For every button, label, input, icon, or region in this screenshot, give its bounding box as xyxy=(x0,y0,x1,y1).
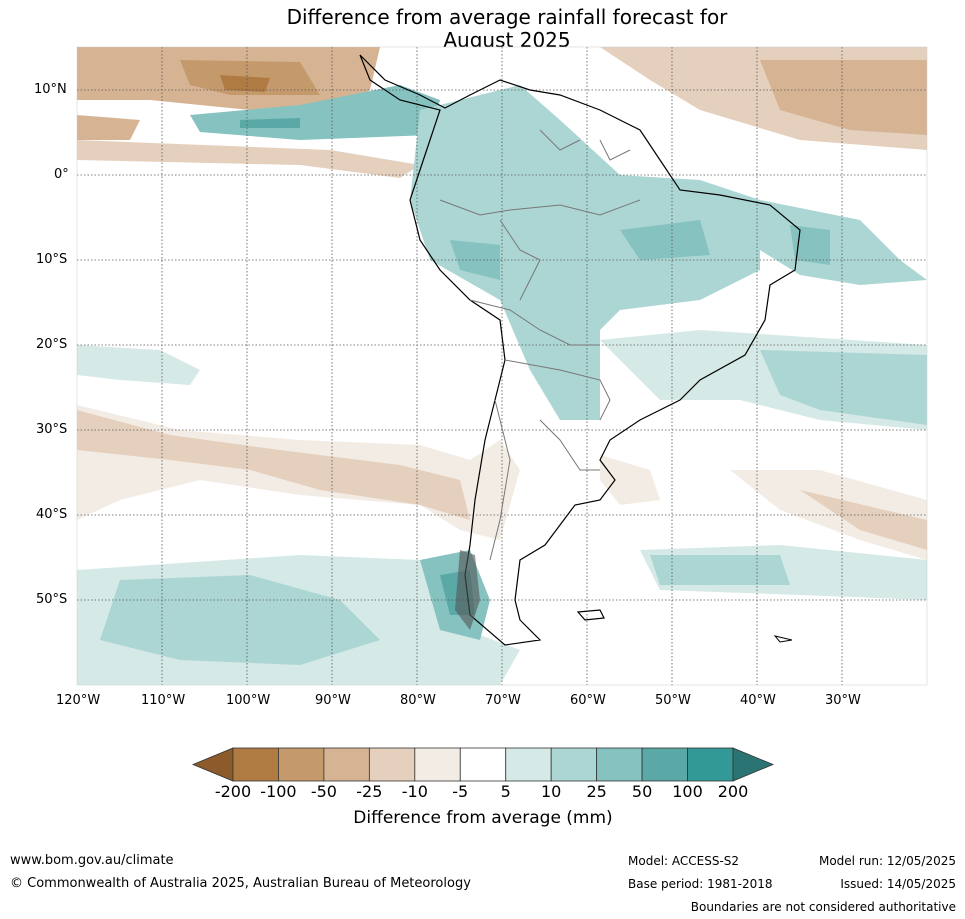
wet-southern-pacific-core xyxy=(100,575,380,665)
lat-label-50s: 50°S xyxy=(36,592,68,607)
dry-belt-atlantic xyxy=(730,470,927,560)
anomaly-shading xyxy=(77,47,927,685)
wet-south-atlantic-south-core xyxy=(650,555,790,585)
dry-region-east-pacific xyxy=(77,115,140,140)
lon-label-60w: 60°W xyxy=(570,693,606,708)
lon-label-120w: 120°W xyxy=(56,693,101,708)
lon-label-110w: 110°W xyxy=(141,693,186,708)
map-title-line1: Difference from average rainfall forecas… xyxy=(286,5,728,29)
colorbar-swatch xyxy=(459,747,507,782)
map-frame xyxy=(76,46,928,686)
wet-amazon-core xyxy=(450,240,500,280)
footer-copyright: © Commonwealth of Australia 2025, Austra… xyxy=(10,876,471,891)
lat-label-30s: 30°S xyxy=(36,422,68,437)
colorbar-tick-label: 10 xyxy=(540,782,562,801)
colorbar-tick-label: -25 xyxy=(356,782,383,801)
dry-belt-pacific-core xyxy=(77,410,470,520)
patagonia-fjords xyxy=(455,550,480,630)
dry-region-north-max xyxy=(220,75,270,92)
colorbar-label: Difference from average (mm) xyxy=(353,808,613,828)
colorbar-tick-label: 200 xyxy=(717,782,749,801)
colorbar-tick-label: 100 xyxy=(672,782,703,801)
wet-ne-brazil xyxy=(760,200,927,285)
falkland-islands xyxy=(576,609,605,621)
footer-model: Model: ACCESS-S2 xyxy=(628,854,740,868)
wet-pacific-sub xyxy=(77,345,200,385)
footer-issued: Issued: 14/05/2025 xyxy=(840,877,956,891)
lon-label-40w: 40°W xyxy=(740,693,776,708)
colorbar-swatch xyxy=(596,747,643,782)
colorbar-tick-label: -50 xyxy=(310,782,337,801)
graticule xyxy=(77,47,927,685)
lon-label-90w: 90°W xyxy=(315,693,351,708)
footer-model-run: Model run: 12/05/2025 xyxy=(818,854,956,868)
wet-south-atlantic-core xyxy=(760,350,927,425)
colorbar-swatch xyxy=(687,747,734,782)
lat-label-0: 0° xyxy=(54,167,69,182)
footer-disclaimer: Boundaries are not considered authoritat… xyxy=(690,900,956,914)
lon-label-30w: 30°W xyxy=(825,693,861,708)
lat-label-10s: 10°S xyxy=(36,252,68,267)
south-georgia xyxy=(773,635,793,643)
wet-ne-brazil-core xyxy=(790,225,830,265)
colorbar-tick-label: -10 xyxy=(401,782,428,801)
footer-base-period: Base period: 1981-2018 xyxy=(628,877,773,891)
lon-label-80w: 80°W xyxy=(400,693,436,708)
colorbar-swatch xyxy=(641,747,688,782)
colorbar-tick-label: 25 xyxy=(586,782,607,801)
colorbar-tick-label: -200 xyxy=(214,782,252,801)
lon-label-50w: 50°W xyxy=(655,693,691,708)
colorbar-swatch xyxy=(278,747,325,782)
lat-label-10n: 10°N xyxy=(34,82,67,97)
footer-url: www.bom.gov.au/climate xyxy=(10,853,174,868)
colorbar-swatch xyxy=(323,747,370,782)
wet-amazon xyxy=(410,85,760,420)
south-america-coastline xyxy=(359,54,801,646)
country-borders xyxy=(439,129,641,561)
wet-amazon-core2 xyxy=(620,220,710,260)
colorbar xyxy=(191,747,775,782)
colorbar-swatch xyxy=(232,747,279,782)
colorbar-extend-high xyxy=(732,747,775,782)
colorbar-tick-label: -100 xyxy=(260,782,297,801)
lon-label-70w: 70°W xyxy=(485,693,521,708)
lat-label-40s: 40°S xyxy=(36,507,68,522)
dry-region-carib-core xyxy=(760,60,927,135)
colorbar-extend-low xyxy=(191,747,234,782)
colorbar-tick-label: 5 xyxy=(500,782,511,801)
dry-band-equator xyxy=(77,140,420,178)
colorbar-swatch xyxy=(368,747,416,782)
colorbar-swatch xyxy=(505,747,552,782)
colorbar-tick-label: -5 xyxy=(452,782,469,801)
colorbar-tick-label: 50 xyxy=(631,782,653,801)
wet-itcz-core xyxy=(240,118,300,128)
colorbar-swatch xyxy=(550,747,598,782)
dry-uruguay xyxy=(600,455,660,505)
lat-label-20s: 20°S xyxy=(36,337,68,352)
lon-label-100w: 100°W xyxy=(226,693,271,708)
dry-belt-atlantic-core xyxy=(800,490,927,550)
colorbar-swatch xyxy=(414,747,461,782)
